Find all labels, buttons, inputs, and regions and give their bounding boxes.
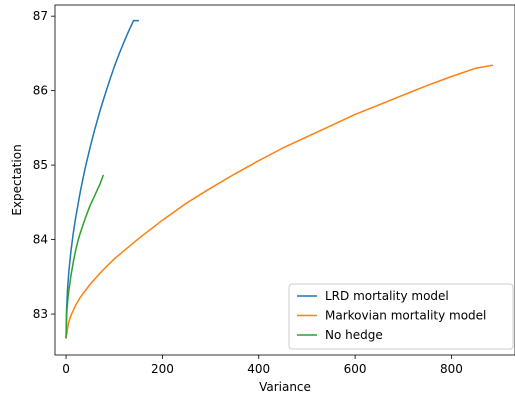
x-tick-label: 800 [440,362,463,376]
y-tick-label: 84 [33,233,48,247]
y-tick-label: 85 [33,158,48,172]
y-tick-label: 83 [33,307,48,321]
series-line-3 [65,174,104,339]
legend: LRD mortality model Markovian mortality m… [288,283,514,350]
y-tick-label: 87 [33,9,48,23]
x-tick-label: 200 [151,362,174,376]
y-axis-label: Expectation [10,144,24,215]
x-tick-label: 600 [344,362,367,376]
plot-lines [65,19,494,339]
legend-label-1: LRD mortality model [325,289,449,303]
x-axis-label: Variance [259,380,311,394]
legend-box [288,283,514,350]
y-tick-label: 86 [33,84,48,98]
y-axis-ticks: 83 84 85 86 87 [33,9,55,321]
legend-label-2: Markovian mortality model [325,309,486,323]
x-axis-ticks: 0 200 400 600 800 [62,355,463,376]
legend-label-3: No hedge [325,328,383,342]
series-line-1 [65,19,140,339]
x-tick-label: 0 [62,362,70,376]
plot-frame [54,4,515,356]
series-line-2 [65,64,494,339]
x-tick-label: 400 [247,362,270,376]
